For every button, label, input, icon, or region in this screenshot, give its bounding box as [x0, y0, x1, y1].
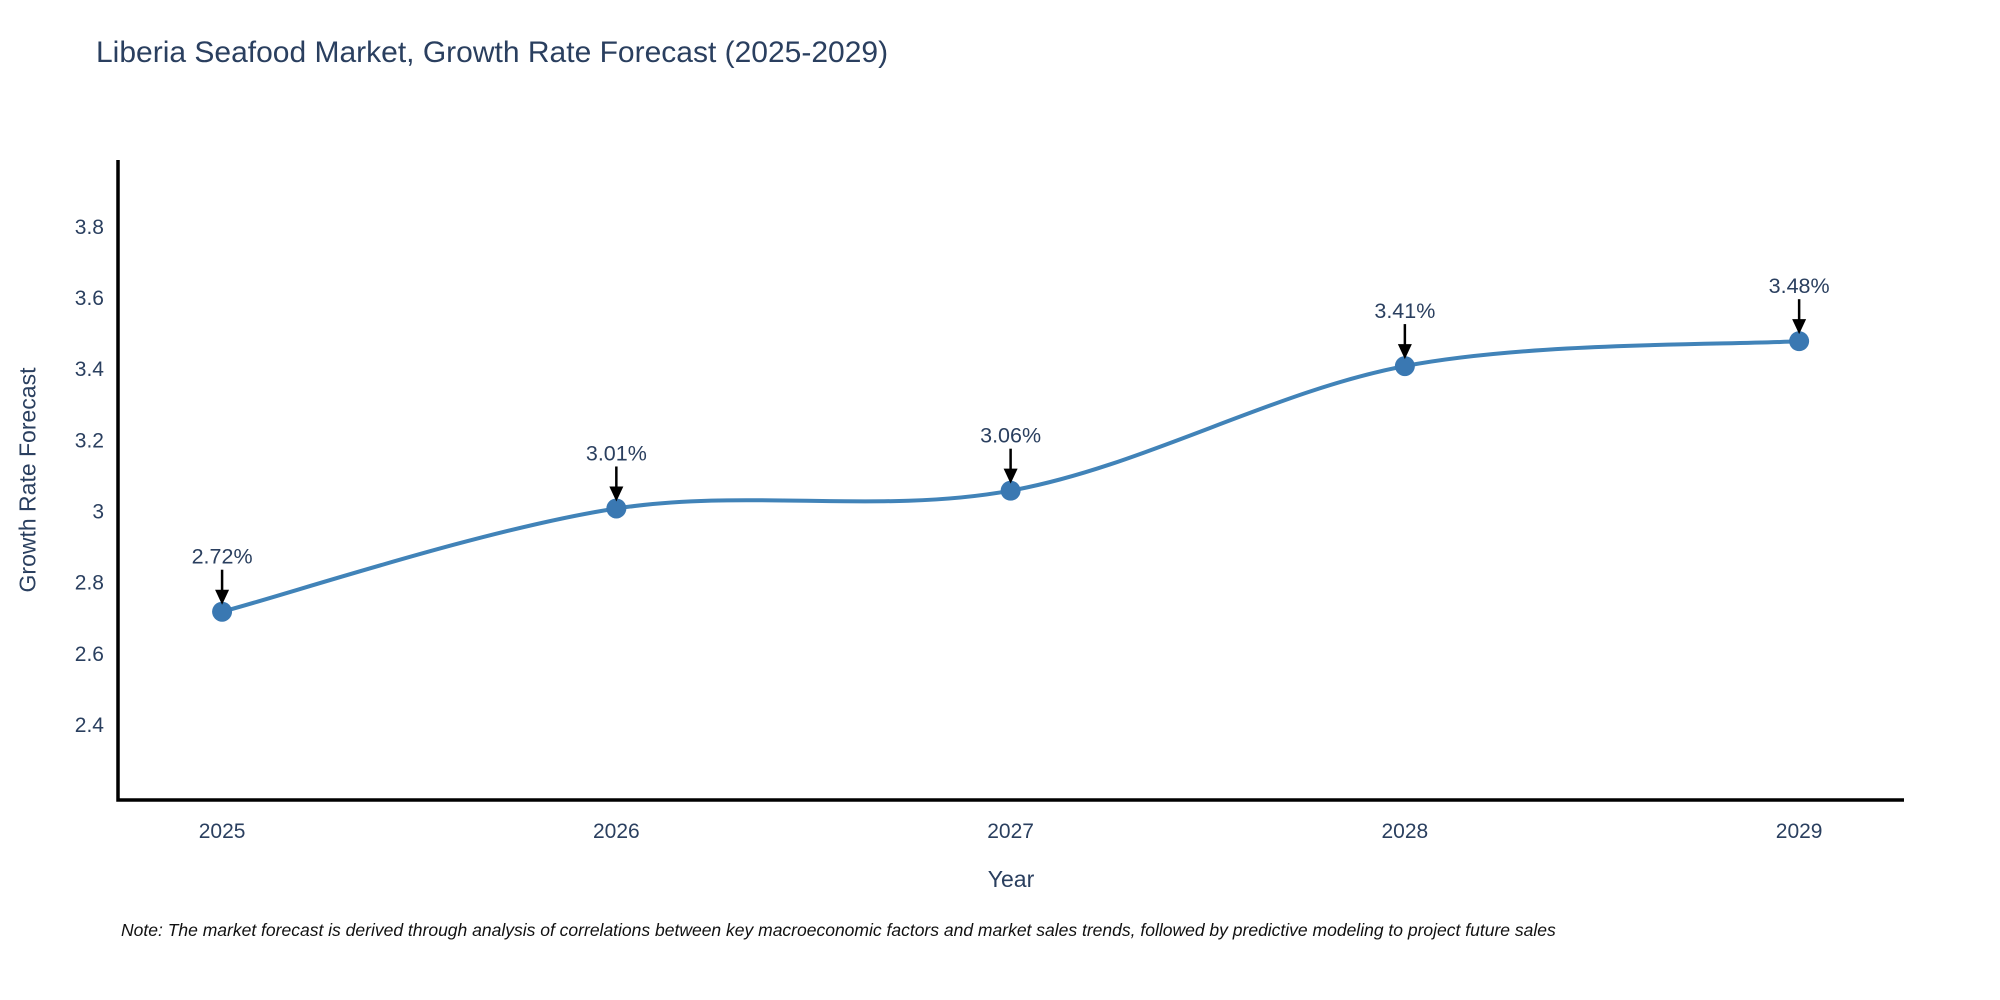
y-tick-label: 3.8 [75, 216, 104, 239]
chart-footnote: Note: The market forecast is derived thr… [121, 920, 1556, 940]
x-tick-label: 2029 [1776, 820, 1823, 843]
y-tick-label: 3.4 [75, 358, 105, 381]
annotation-arrow-head [609, 486, 624, 502]
chart-title: Liberia Seafood Market, Growth Rate Fore… [96, 36, 889, 69]
data-point-marker[interactable] [1394, 356, 1415, 377]
data-point-label: 3.01% [586, 441, 647, 465]
data-point-label: 3.06% [980, 424, 1041, 448]
data-point-label: 3.41% [1374, 299, 1435, 323]
x-tick-label: 2026 [593, 820, 640, 843]
data-point-marker[interactable] [1789, 331, 1810, 352]
x-axis-title: Year [987, 866, 1035, 892]
y-tick-label: 3.6 [75, 287, 104, 310]
y-tick-label: 2.6 [75, 643, 104, 666]
y-tick-label: 2.4 [75, 714, 105, 737]
annotation-arrow-head [1003, 468, 1018, 484]
x-tick-label: 2027 [987, 820, 1034, 843]
data-point-marker[interactable] [1000, 480, 1021, 501]
data-point-marker[interactable] [212, 601, 233, 622]
x-tick-label: 2028 [1382, 820, 1429, 843]
annotation-arrow-head [215, 589, 230, 605]
x-tick-label: 2025 [199, 820, 246, 843]
data-point-label: 3.48% [1769, 274, 1830, 298]
y-tick-label: 3.2 [75, 429, 104, 452]
data-point-label: 2.72% [192, 545, 253, 569]
axis-lines [116, 160, 1904, 802]
y-tick-label: 3 [92, 501, 104, 524]
annotation-arrow-head [1397, 344, 1412, 360]
y-tick-label: 2.8 [75, 572, 104, 595]
data-point-marker[interactable] [606, 498, 627, 519]
annotation-arrow-head [1792, 319, 1807, 335]
